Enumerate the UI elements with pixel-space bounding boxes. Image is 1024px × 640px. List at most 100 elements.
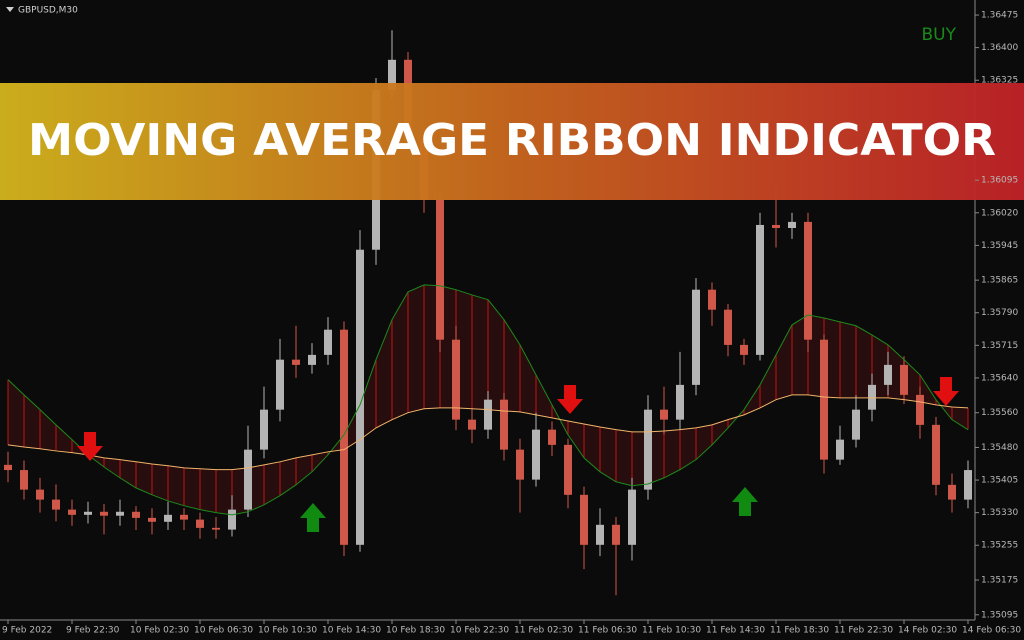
symbol-marker: [6, 7, 14, 12]
buy-arrow: [732, 487, 758, 516]
x-tick-label: 10 Feb 06:30: [194, 626, 253, 636]
candle-body: [196, 519, 204, 528]
signal-label: BUY: [922, 25, 957, 45]
candle-body: [324, 329, 332, 355]
candle-body: [68, 509, 76, 515]
sell-arrow: [933, 377, 959, 406]
x-tick-label: 10 Feb 14:30: [322, 626, 381, 636]
x-tick-label: 9 Feb 2022: [2, 626, 52, 636]
plot-area: [4, 30, 972, 596]
x-tick-label: 14 Feb 06:30: [962, 626, 1021, 636]
candle-body: [708, 289, 716, 310]
y-tick-label: 1.35480: [981, 443, 1018, 453]
signal-arrows: [77, 377, 959, 532]
candle-body: [532, 429, 540, 480]
y-tick-label: 1.35255: [981, 541, 1018, 551]
x-tick-label: 9 Feb 22:30: [66, 626, 120, 636]
candle-body: [308, 354, 316, 365]
candle-body: [228, 509, 236, 530]
candle-body: [884, 364, 892, 385]
y-tick-label: 1.35330: [981, 508, 1018, 518]
x-tick-label: 14 Feb 02:30: [898, 626, 957, 636]
candle-body: [788, 221, 796, 228]
candle-body: [164, 514, 172, 522]
candle-body: [724, 309, 732, 345]
candle-body: [20, 470, 28, 490]
moving-average-line: [7, 284, 969, 516]
candle-body: [116, 511, 124, 516]
candle-body: [772, 224, 780, 228]
candle-body: [340, 329, 348, 545]
candle-body: [356, 249, 364, 545]
x-tick-label: 11 Feb 10:30: [642, 626, 701, 636]
candle-body: [292, 359, 300, 365]
y-tick-label: 1.35560: [981, 408, 1018, 418]
y-tick-label: 1.35405: [981, 476, 1018, 486]
candle-body: [468, 419, 476, 430]
candle-body: [260, 409, 268, 450]
candle-body: [244, 449, 252, 510]
candle-body: [84, 511, 92, 515]
candle-body: [692, 289, 700, 385]
candle-body: [516, 449, 524, 480]
candle-body: [804, 221, 812, 340]
y-tick-label: 1.36475: [981, 11, 1018, 21]
candle-body: [644, 409, 652, 490]
buy-arrow: [300, 503, 326, 532]
candle-body: [276, 359, 284, 410]
y-tick-label: 1.36020: [981, 208, 1018, 218]
x-tick-label: 11 Feb 22:30: [834, 626, 893, 636]
candle-body: [452, 339, 460, 420]
candle-body: [740, 344, 748, 355]
candle-body: [868, 384, 876, 410]
candle-body: [580, 494, 588, 545]
candle-body: [820, 339, 828, 460]
candle-body: [548, 429, 556, 445]
sell-arrow: [77, 432, 103, 461]
candle-body: [612, 524, 620, 545]
x-tick-label: 11 Feb 02:30: [514, 626, 573, 636]
candle-body: [900, 364, 908, 395]
candle-body: [100, 511, 108, 516]
candle-body: [660, 409, 668, 420]
candle-body: [852, 409, 860, 440]
x-tick-label: 11 Feb 18:30: [770, 626, 829, 636]
banner-title: MOVING AVERAGE RIBBON INDICATOR: [28, 115, 996, 166]
banner: [0, 83, 1024, 200]
y-tick-label: 1.36095: [981, 176, 1018, 186]
candle-body: [500, 399, 508, 450]
y-tick-label: 1.36400: [981, 43, 1018, 53]
y-tick-label: 1.35715: [981, 341, 1018, 351]
candle-body: [132, 511, 140, 518]
candle-body: [628, 489, 636, 545]
x-tick-label: 10 Feb 22:30: [450, 626, 509, 636]
y-tick-label: 1.35640: [981, 373, 1018, 383]
candle-body: [4, 464, 12, 471]
candle-body: [564, 444, 572, 495]
candle-body: [436, 199, 444, 340]
sell-arrow: [557, 385, 583, 414]
candle-body: [180, 514, 188, 520]
candle-body: [756, 224, 764, 355]
candle-body: [52, 499, 60, 510]
candle-body: [948, 484, 956, 500]
candle-body: [388, 59, 396, 90]
y-tick-label: 1.35945: [981, 241, 1018, 251]
candle-body: [212, 527, 220, 530]
x-tick-label: 10 Feb 10:30: [258, 626, 317, 636]
candle-body: [916, 394, 924, 425]
y-tick-label: 1.35095: [981, 610, 1018, 620]
y-tick-label: 1.36325: [981, 76, 1018, 86]
y-tick-label: 1.35790: [981, 308, 1018, 318]
candle-body: [596, 524, 604, 545]
y-tick-label: 1.35175: [981, 576, 1018, 586]
candle-body: [836, 439, 844, 460]
candle-body: [148, 517, 156, 522]
candle-body: [36, 489, 44, 500]
candle-body: [964, 470, 972, 500]
candle-body: [676, 384, 684, 420]
x-tick-label: 10 Feb 18:30: [386, 626, 445, 636]
candle-body: [484, 399, 492, 430]
